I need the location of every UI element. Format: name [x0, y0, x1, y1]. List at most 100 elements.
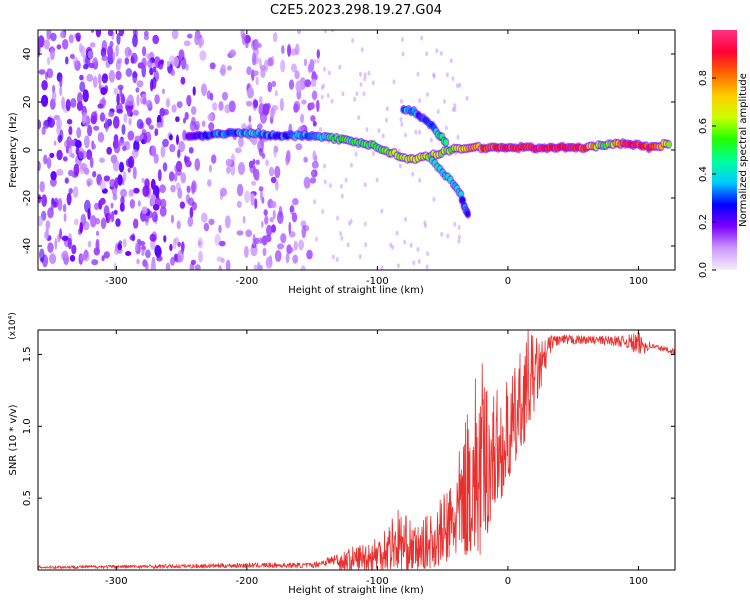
- noise-blob: [49, 48, 55, 61]
- noise-blob: [185, 160, 192, 168]
- noise-blob: [344, 177, 348, 183]
- noise-blob: [288, 79, 295, 90]
- noise-blob: [92, 57, 99, 70]
- noise-blob: [176, 169, 182, 176]
- noise-blob: [152, 204, 160, 211]
- noise-blob: [198, 250, 203, 263]
- noise-blob: [151, 145, 157, 157]
- noise-blob: [339, 231, 343, 236]
- noise-blob: [313, 58, 317, 64]
- noise-blob: [324, 30, 327, 34]
- noise-blob: [260, 64, 266, 71]
- noise-blob: [63, 213, 67, 222]
- noise-blob: [211, 154, 217, 164]
- noise-blob: [259, 96, 263, 104]
- noise-blob: [101, 40, 108, 53]
- noise-blob: [43, 154, 48, 165]
- noise-blob: [221, 91, 229, 101]
- noise-blob: [177, 187, 183, 199]
- noise-blob: [242, 215, 246, 224]
- noise-blob: [253, 264, 258, 270]
- noise-blob: [68, 34, 74, 44]
- noise-blob: [180, 76, 186, 85]
- noise-blob: [287, 45, 291, 57]
- noise-blob: [80, 45, 86, 58]
- noise-blob: [137, 200, 141, 207]
- noise-blob: [449, 58, 453, 64]
- noise-blob: [241, 123, 247, 130]
- noise-blob: [132, 34, 138, 48]
- noise-blob: [64, 177, 69, 184]
- noise-blob: [248, 160, 254, 169]
- noise-blob: [439, 51, 443, 56]
- noise-blob: [112, 159, 120, 172]
- noise-blob: [365, 127, 369, 133]
- noise-blob: [316, 58, 320, 64]
- noise-blob: [62, 156, 68, 162]
- noise-blob: [425, 92, 429, 97]
- noise-blob: [177, 149, 181, 159]
- noise-blob: [245, 100, 253, 107]
- spectrogram-x-ticks: -300 -200 -100 0 100: [105, 30, 648, 287]
- noise-blob: [335, 257, 339, 263]
- noise-blob: [133, 109, 139, 116]
- noise-blob: [230, 163, 236, 176]
- noise-blob: [51, 91, 57, 103]
- snr-x-axis-label: Height of straight line (km): [288, 585, 424, 596]
- noise-blob: [125, 251, 132, 256]
- noise-blob: [92, 143, 96, 150]
- noise-blob: [403, 239, 407, 245]
- noise-blob: [46, 56, 51, 66]
- noise-blob: [38, 35, 45, 48]
- x-tick-label: -100: [366, 576, 389, 587]
- noise-blob: [73, 163, 80, 177]
- noise-blob: [185, 63, 189, 71]
- noise-blob: [47, 117, 56, 128]
- colorbar-tick-label: 0.6: [698, 118, 709, 134]
- noise-blob: [289, 204, 295, 215]
- noise-blob: [136, 94, 140, 107]
- noise-blob: [245, 229, 253, 238]
- noise-blob: [251, 52, 257, 66]
- noise-blob: [52, 84, 56, 94]
- noise-blob: [190, 106, 197, 115]
- noise-blob: [116, 102, 123, 113]
- noise-blob: [162, 138, 169, 148]
- noise-blob: [294, 70, 300, 80]
- noise-blob: [194, 33, 200, 46]
- noise-blob: [82, 221, 90, 231]
- spectrogram-y-ticks: -40 -20 0 20 40: [22, 48, 675, 254]
- noise-blob: [59, 76, 63, 88]
- noise-blob: [59, 228, 62, 240]
- noise-blob: [181, 241, 185, 255]
- noise-blob: [418, 98, 422, 104]
- noise-blob: [258, 186, 264, 192]
- snr-background: [38, 330, 675, 570]
- noise-blob: [157, 169, 162, 182]
- noise-blob: [291, 212, 298, 223]
- noise-blob: [218, 240, 226, 247]
- noise-blob: [323, 163, 326, 169]
- noise-blob: [444, 125, 448, 131]
- noise-blob: [321, 209, 325, 215]
- noise-blob: [296, 30, 302, 35]
- noise-blob: [270, 107, 275, 119]
- noise-blob: [250, 194, 255, 206]
- colorbar-tick-label: 0.0: [698, 262, 709, 278]
- noise-blob: [89, 156, 94, 169]
- noise-blob: [457, 234, 461, 240]
- noise-blob: [363, 76, 367, 82]
- noise-blob: [453, 107, 457, 112]
- colorbar-tick-label: 0.8: [698, 70, 709, 86]
- noise-blob: [170, 214, 175, 224]
- noise-blob: [142, 259, 148, 267]
- noise-blob: [212, 102, 218, 111]
- noise-blob: [86, 73, 94, 82]
- noise-blob: [399, 117, 403, 123]
- noise-blob: [272, 32, 278, 43]
- noise-blob: [115, 44, 119, 57]
- noise-blob: [99, 179, 106, 191]
- noise-blob: [349, 162, 353, 168]
- noise-blob: [87, 240, 92, 248]
- noise-blob: [47, 242, 54, 254]
